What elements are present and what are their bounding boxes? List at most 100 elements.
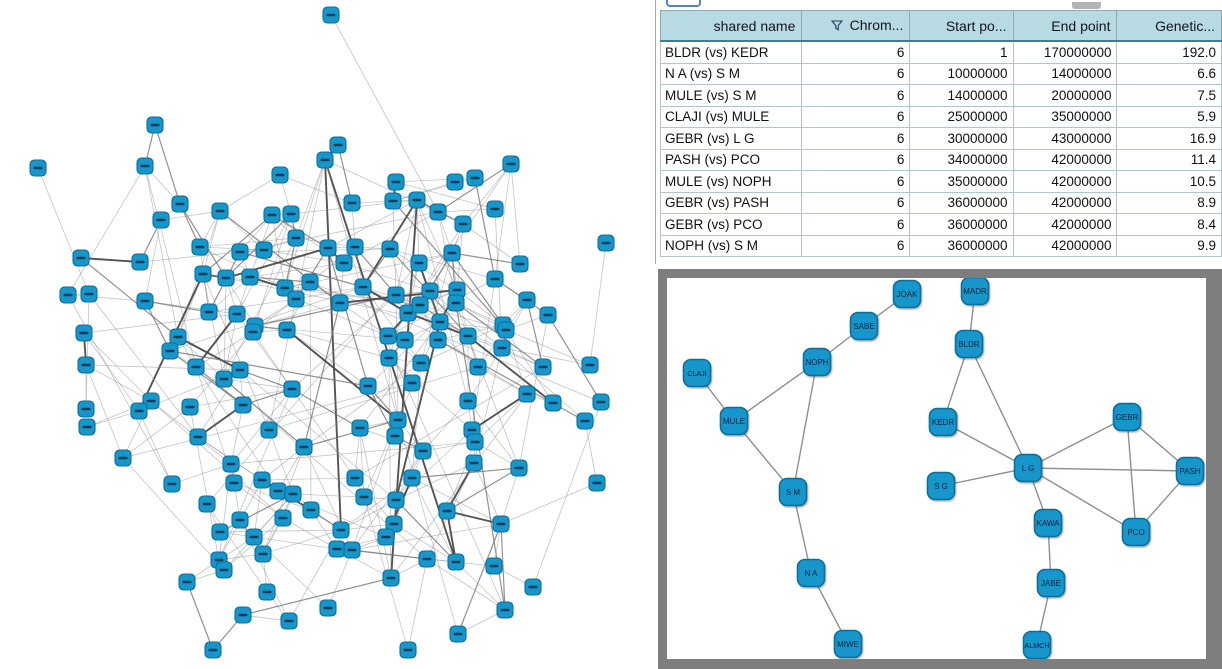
network-edge[interactable] bbox=[1027, 467, 1191, 472]
table-row[interactable]: GEBR (vs) PCO 6 36000000 42000000 8.4 bbox=[659, 213, 1222, 236]
table-cell[interactable]: 6 bbox=[801, 170, 911, 193]
table-cell[interactable]: 10000000 bbox=[909, 62, 1014, 85]
table-cell[interactable]: 6 bbox=[801, 191, 911, 214]
column-header-start-po-[interactable]: Start po... bbox=[909, 10, 1014, 42]
network-edge bbox=[340, 499, 397, 531]
table-cell[interactable]: 8.9 bbox=[1116, 191, 1222, 214]
table-cell[interactable]: N A (vs) S M bbox=[659, 62, 803, 85]
table-cell[interactable]: 6 bbox=[801, 127, 911, 150]
network-node-almch[interactable]: ALMCH bbox=[1022, 630, 1052, 660]
detail-network-canvas[interactable]: JOAK SABE NOPH CLAJI MULE S M N A MIWE MADR BLDR K… bbox=[667, 276, 1206, 660]
table-cell[interactable]: 36000000 bbox=[909, 191, 1014, 214]
network-node-jabe[interactable]: JABE bbox=[1036, 568, 1066, 598]
column-header-end-point[interactable]: End point bbox=[1012, 10, 1118, 42]
table-cell[interactable]: 9.9 bbox=[1116, 234, 1222, 257]
network-node-bldr[interactable]: BLDR bbox=[954, 329, 984, 359]
network-node-gebr[interactable]: GEBR bbox=[1112, 402, 1142, 432]
table-cell[interactable]: 35000000 bbox=[1012, 105, 1118, 128]
network-edge bbox=[500, 482, 598, 525]
table-cell[interactable]: 42000000 bbox=[1012, 234, 1118, 257]
table-cell[interactable]: 6 bbox=[801, 213, 911, 236]
table-cell[interactable]: 42000000 bbox=[1012, 191, 1118, 214]
network-edge[interactable] bbox=[942, 421, 1029, 469]
table-cell[interactable]: 6 bbox=[801, 84, 911, 107]
filter-funnel-icon[interactable] bbox=[830, 18, 843, 34]
network-edge bbox=[451, 252, 521, 265]
table-row[interactable]: PASH (vs) PCO 6 34000000 42000000 11.4 bbox=[659, 148, 1222, 171]
table-cell[interactable]: 7.5 bbox=[1116, 84, 1222, 107]
table-cell[interactable]: 1 bbox=[909, 40, 1014, 64]
table-cell[interactable]: 8.4 bbox=[1116, 213, 1222, 236]
table-cell[interactable]: 192.0 bbox=[1116, 40, 1222, 64]
table-cell[interactable]: GEBR (vs) L G bbox=[659, 127, 803, 150]
network-node-miwe[interactable]: MIWE bbox=[833, 629, 863, 659]
table-cell[interactable]: 42000000 bbox=[1012, 148, 1118, 171]
network-edge[interactable] bbox=[1027, 467, 1137, 533]
table-row[interactable]: MULE (vs) S M 6 14000000 20000000 7.5 bbox=[659, 84, 1222, 107]
table-cell[interactable]: BLDR (vs) KEDR bbox=[659, 40, 803, 64]
network-edge[interactable] bbox=[792, 361, 818, 493]
table-cell[interactable]: 10.5 bbox=[1116, 170, 1222, 193]
table-cell[interactable]: 42000000 bbox=[1012, 170, 1118, 193]
table-cell[interactable]: MULE (vs) NOPH bbox=[659, 170, 803, 193]
network-node-n-a[interactable]: N A bbox=[796, 558, 826, 588]
table-row[interactable]: MULE (vs) NOPH 6 35000000 42000000 10.5 bbox=[659, 170, 1222, 193]
table-cell[interactable]: 36000000 bbox=[909, 213, 1014, 236]
table-cell[interactable]: 14000000 bbox=[909, 84, 1014, 107]
table-cell[interactable]: 20000000 bbox=[1012, 84, 1118, 107]
network-edge[interactable] bbox=[968, 343, 1029, 469]
table-cell[interactable]: MULE (vs) S M bbox=[659, 84, 803, 107]
network-node-kedr[interactable]: KEDR bbox=[928, 407, 958, 437]
table-cell[interactable]: 6 bbox=[801, 62, 911, 85]
network-edge[interactable] bbox=[940, 467, 1029, 487]
table-cell[interactable]: PASH (vs) PCO bbox=[659, 148, 803, 171]
network-node-noph[interactable]: NOPH bbox=[802, 347, 832, 377]
table-row[interactable]: GEBR (vs) PASH 6 36000000 42000000 8.9 bbox=[659, 191, 1222, 214]
network-node-mule[interactable]: MULE bbox=[719, 406, 749, 436]
network-node-madr[interactable]: MADR bbox=[960, 276, 990, 306]
column-header-shared-name[interactable]: shared name bbox=[659, 10, 803, 42]
table-cell[interactable]: 14000000 bbox=[1012, 62, 1118, 85]
table-cell[interactable]: 11.4 bbox=[1116, 148, 1222, 171]
network-node-pash[interactable]: PASH bbox=[1175, 456, 1205, 486]
network-node-kawa[interactable]: KAWA bbox=[1033, 508, 1063, 538]
node-label-smudge bbox=[235, 518, 245, 522]
table-cell[interactable]: 25000000 bbox=[909, 105, 1014, 128]
network-node-l-g[interactable]: L G bbox=[1013, 453, 1043, 483]
table-cell[interactable]: 36000000 bbox=[909, 234, 1014, 257]
table-cell[interactable]: 6 bbox=[801, 105, 911, 128]
table-cell[interactable]: 5.9 bbox=[1116, 105, 1222, 128]
network-edge[interactable] bbox=[1126, 416, 1137, 533]
table-cell[interactable]: 34000000 bbox=[909, 148, 1014, 171]
network-node-joak[interactable]: JOAK bbox=[892, 279, 922, 309]
table-cell[interactable]: NOPH (vs) S M bbox=[659, 234, 803, 257]
table-cell[interactable]: 170000000 bbox=[1012, 40, 1118, 64]
table-cell[interactable]: 16.9 bbox=[1116, 127, 1222, 150]
table-row[interactable]: CLAJI (vs) MULE 6 25000000 35000000 5.9 bbox=[659, 105, 1222, 128]
network-node-pco[interactable]: PCO bbox=[1121, 517, 1151, 547]
network-node-s-m[interactable]: S M bbox=[778, 477, 808, 507]
table-cell[interactable]: 43000000 bbox=[1012, 127, 1118, 150]
network-edge[interactable] bbox=[733, 361, 818, 422]
overview-network-canvas[interactable] bbox=[0, 0, 655, 669]
table-cell[interactable]: 35000000 bbox=[909, 170, 1014, 193]
table-row[interactable]: N A (vs) S M 6 10000000 14000000 6.6 bbox=[659, 62, 1222, 85]
table-cell[interactable]: 30000000 bbox=[909, 127, 1014, 150]
network-node-sabe[interactable]: SABE bbox=[849, 311, 879, 341]
table-cell[interactable]: 42000000 bbox=[1012, 213, 1118, 236]
table-cell[interactable]: 6 bbox=[801, 234, 911, 257]
table-cell[interactable]: 6.6 bbox=[1116, 62, 1222, 85]
table-cell[interactable]: 6 bbox=[801, 40, 911, 64]
column-header-chrom-[interactable]: Chrom... bbox=[801, 10, 911, 42]
table-row[interactable]: NOPH (vs) S M 6 36000000 42000000 9.9 bbox=[659, 234, 1222, 257]
table-row[interactable]: GEBR (vs) L G 6 30000000 43000000 16.9 bbox=[659, 127, 1222, 150]
table-cell[interactable]: GEBR (vs) PASH bbox=[659, 191, 803, 214]
network-node-s-g[interactable]: S G bbox=[926, 471, 956, 501]
column-header-genetic-[interactable]: Genetic... bbox=[1116, 10, 1222, 42]
table-cell[interactable]: GEBR (vs) PCO bbox=[659, 213, 803, 236]
table-row[interactable]: BLDR (vs) KEDR 6 1 170000000 192.0 bbox=[659, 40, 1222, 64]
table-cell[interactable]: CLAJI (vs) MULE bbox=[659, 105, 803, 128]
table-cell[interactable]: 6 bbox=[801, 148, 911, 171]
network-edge[interactable] bbox=[1027, 416, 1128, 469]
network-node-claji[interactable]: CLAJI bbox=[682, 358, 712, 388]
